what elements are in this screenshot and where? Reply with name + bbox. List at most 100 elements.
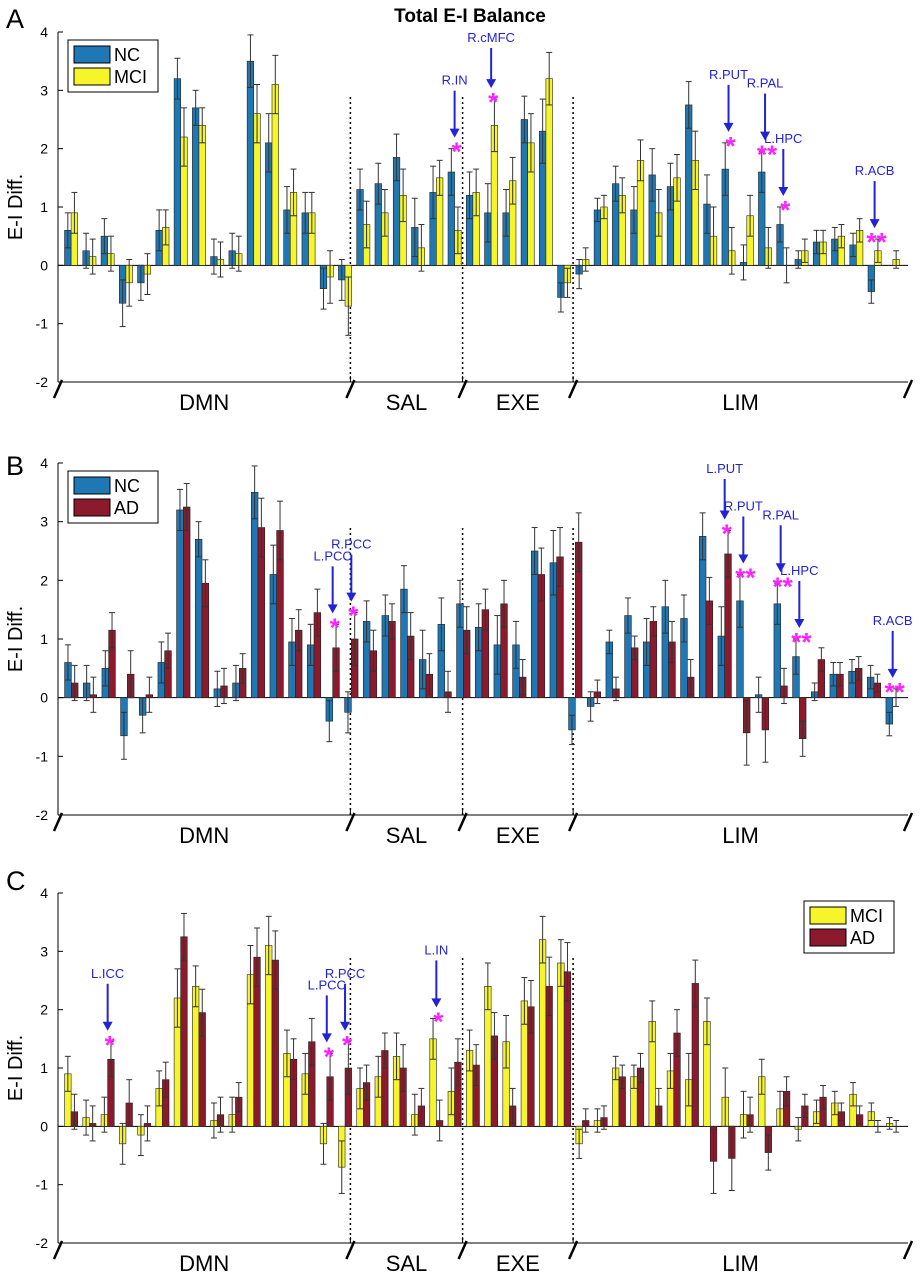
- bar-nc: [246, 60, 255, 266]
- annotation-arrowhead: [321, 1033, 332, 1043]
- annotation-label: L.HPC: [780, 563, 818, 578]
- axis-break-mark: [457, 812, 468, 832]
- y-tick-label: -2: [36, 807, 49, 823]
- axis-break-mark: [52, 1240, 64, 1260]
- network-label: EXE: [496, 390, 540, 415]
- network-label: SAL: [386, 390, 428, 415]
- annotation-arrowhead: [775, 563, 786, 573]
- significance-star: *: [725, 131, 736, 161]
- y-tick-label: 2: [40, 141, 48, 157]
- annotation-arrowhead: [719, 510, 730, 520]
- bar-mci: [192, 986, 200, 1127]
- bar-nc: [192, 107, 200, 266]
- axis-break-mark: [457, 379, 468, 399]
- y-tick-label: 4: [40, 24, 48, 40]
- annotation-label: R.PAL: [747, 76, 784, 91]
- y-tick-label: 0: [40, 1118, 48, 1134]
- annotation-arrowhead: [340, 1021, 351, 1031]
- annotation-arrowhead: [778, 187, 789, 196]
- panel-label: C: [6, 866, 26, 896]
- y-tick-label: 1: [40, 199, 48, 215]
- annotation-arrowhead: [486, 79, 497, 89]
- legend-swatch-mci: [73, 67, 111, 86]
- axis-break-mark: [52, 379, 64, 399]
- bar-ad: [183, 506, 191, 698]
- annotation-label: L.ICC: [91, 966, 124, 981]
- annotation-label: R.PUT: [724, 498, 763, 513]
- figure-title: Total E-I Balance: [394, 6, 546, 27]
- annotation-label: R.IN: [442, 73, 468, 88]
- significance-star: *: [452, 137, 463, 167]
- y-tick-label: 3: [40, 943, 48, 959]
- annotation-label: R.PUT: [709, 67, 748, 82]
- axis-break-mark: [345, 1240, 356, 1260]
- y-tick-label: -1: [36, 1177, 49, 1193]
- y-axis-label: E-I Diff.: [5, 606, 27, 672]
- significance-star: **: [773, 571, 794, 601]
- y-tick-label: 3: [40, 514, 48, 530]
- y-tick-label: -2: [36, 374, 49, 390]
- y-tick-label: 3: [40, 82, 48, 98]
- y-tick-label: -2: [36, 1235, 49, 1251]
- annotation-arrowhead: [723, 122, 734, 132]
- panel-a: A -2 -1 0 1 2 3 4 E-I Diff. DMN SAL EXE LIM * R.IN * R.c…: [5, 4, 914, 415]
- annotation-arrowhead: [794, 619, 805, 628]
- y-axis-label: E-I Diff.: [5, 174, 27, 240]
- legend-swatch-ad: [73, 498, 111, 517]
- bar-nc: [173, 78, 181, 266]
- y-tick-label: 1: [40, 1060, 48, 1076]
- axis-break-mark: [567, 812, 579, 832]
- network-label: LIM: [722, 1251, 759, 1276]
- y-tick-label: 1: [40, 631, 48, 647]
- y-axis-label: E-I Diff.: [5, 1035, 27, 1101]
- annotation-label: R.ACB: [855, 163, 895, 178]
- bar-nc: [698, 536, 707, 698]
- network-label: LIM: [722, 823, 759, 848]
- significance-star: **: [885, 677, 906, 707]
- legend-swatch-nc: [73, 45, 111, 64]
- network-label: SAL: [386, 823, 428, 848]
- network-label: DMN: [179, 390, 229, 415]
- network-label: EXE: [496, 823, 540, 848]
- bar-nc: [685, 104, 693, 266]
- network-label: LIM: [722, 390, 759, 415]
- legend-swatch-nc: [73, 476, 111, 495]
- legend-label: NC: [114, 476, 140, 496]
- significance-star: *: [105, 1030, 116, 1060]
- axis-break-mark: [567, 379, 579, 399]
- significance-star: *: [324, 1041, 335, 1071]
- significance-star: *: [342, 1030, 353, 1060]
- bar-nc: [176, 509, 184, 698]
- bar-ad: [180, 936, 188, 1127]
- significance-star: *: [330, 612, 341, 642]
- legend-label: NC: [114, 45, 140, 65]
- legend-label: AD: [114, 498, 139, 518]
- bar-mci: [545, 78, 553, 266]
- axis-break-mark: [567, 1240, 579, 1260]
- axis-break-mark: [902, 1240, 914, 1260]
- network-label: EXE: [496, 1251, 540, 1276]
- bar-mci: [557, 962, 565, 1127]
- annotation-label: R.cMFC: [467, 30, 515, 45]
- axis-break-mark: [345, 812, 356, 832]
- annotation-arrowhead: [431, 998, 442, 1008]
- bar-mci: [539, 939, 547, 1127]
- panel-label: B: [6, 451, 24, 481]
- legend-swatch-ad: [809, 928, 847, 947]
- axis-break-mark: [902, 812, 914, 832]
- axis-break-mark: [902, 379, 914, 399]
- significance-star: **: [757, 140, 778, 170]
- annotation-arrowhead: [760, 131, 771, 141]
- y-tick-label: -1: [36, 316, 49, 332]
- y-tick-label: 2: [40, 572, 48, 588]
- significance-star: **: [735, 562, 756, 592]
- panel-b: B -2 -1 0 1 2 3 4 E-I Diff. DMN SAL EXE LIM * L.PCC * R.…: [5, 451, 914, 848]
- panel-c: C -2 -1 0 1 2 3 4 E-I Diff. DMN SAL EXE LIM * L.ICC * L.…: [5, 866, 914, 1276]
- significance-star: *: [433, 1006, 444, 1036]
- legend-label: MCI: [114, 67, 147, 87]
- legend-label: AD: [850, 928, 875, 948]
- y-tick-label: -1: [36, 748, 49, 764]
- annotation-arrowhead: [449, 128, 460, 138]
- y-tick-label: 2: [40, 1002, 48, 1018]
